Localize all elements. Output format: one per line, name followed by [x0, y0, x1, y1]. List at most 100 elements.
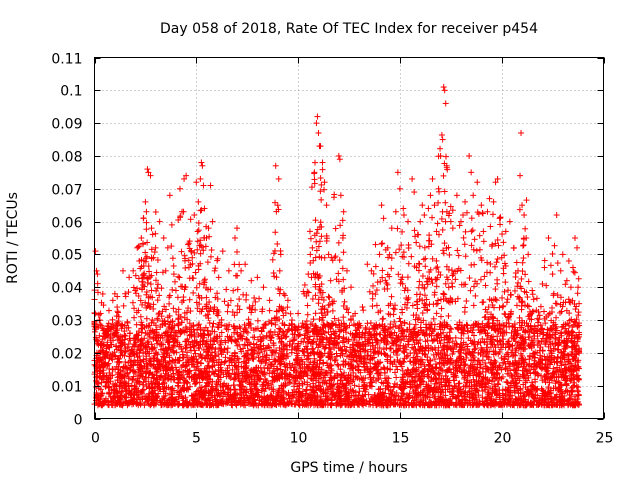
baseline-point — [242, 402, 249, 409]
baseline-point — [398, 363, 405, 370]
cloud-point — [170, 305, 177, 312]
cloud-point — [326, 294, 333, 301]
cloud-point — [335, 239, 342, 246]
baseline-point — [498, 355, 505, 362]
cloud-point — [522, 225, 529, 232]
cloud-point — [250, 340, 257, 347]
baseline-point — [367, 320, 374, 327]
cloud-point — [325, 293, 332, 300]
cloud-point — [287, 310, 294, 317]
cloud-point — [471, 236, 478, 243]
cloud-point — [513, 259, 520, 266]
cloud-point — [318, 233, 325, 240]
cloud-point — [500, 270, 507, 277]
cloud-point — [445, 284, 452, 291]
baseline-point — [429, 346, 436, 353]
cloud-point — [570, 268, 577, 275]
cloud-point — [442, 153, 449, 160]
cloud-point — [416, 278, 423, 285]
cloud-point — [537, 303, 544, 310]
cloud-point — [120, 302, 127, 309]
baseline-point — [125, 340, 132, 347]
cloud-point — [461, 241, 468, 248]
baseline-point — [393, 363, 400, 370]
baseline-point — [472, 345, 479, 352]
baseline-point — [119, 321, 126, 328]
cloud-point — [224, 308, 231, 315]
cloud-point — [571, 269, 578, 276]
cloud-point — [433, 283, 440, 290]
cloud-point — [394, 225, 401, 232]
cloud-point — [212, 265, 219, 272]
cloud-point — [318, 196, 325, 203]
cloud-point — [430, 315, 437, 322]
cloud-point — [149, 316, 156, 323]
cloud-point — [438, 215, 445, 222]
cloud-point — [452, 276, 459, 283]
cloud-point — [204, 259, 211, 266]
baseline-point — [574, 388, 581, 395]
baseline-point — [185, 368, 192, 375]
cloud-point — [408, 253, 415, 260]
baseline-point — [499, 387, 506, 394]
cloud-point — [523, 197, 530, 204]
cloud-point — [317, 175, 324, 182]
baseline-point — [386, 345, 393, 352]
cloud-point — [445, 312, 452, 319]
cloud-point — [272, 229, 279, 236]
cloud-point — [409, 302, 416, 309]
cloud-point — [332, 225, 339, 232]
baseline-point — [92, 334, 99, 341]
cloud-point — [130, 284, 137, 291]
baseline-point — [390, 384, 397, 391]
cloud-point — [433, 310, 440, 317]
cloud-point — [399, 228, 406, 235]
cloud-point — [182, 264, 189, 271]
cloud-point — [105, 307, 112, 314]
baseline-point — [253, 386, 260, 393]
baseline-point — [258, 328, 265, 335]
cloud-point — [359, 303, 366, 310]
baseline-point — [206, 319, 213, 326]
baseline-point — [130, 376, 137, 383]
cloud-point — [467, 287, 474, 294]
cloud-point — [422, 263, 429, 270]
baseline-point — [427, 357, 434, 364]
baseline-point — [175, 322, 182, 329]
cloud-point — [454, 247, 461, 254]
cloud-point — [332, 253, 339, 260]
cloud-point — [379, 240, 386, 247]
cloud-point — [520, 255, 527, 262]
baseline-point — [335, 362, 342, 369]
baseline-point — [327, 346, 334, 353]
chart-title: Day 058 of 2018, Rate Of TEC Index for r… — [160, 21, 538, 37]
cloud-point — [385, 254, 392, 261]
cloud-point — [234, 286, 241, 293]
cloud-point — [335, 270, 342, 277]
cloud-point — [463, 298, 470, 305]
cloud-point — [558, 308, 565, 315]
baseline-point — [356, 388, 363, 395]
cloud-point — [405, 260, 412, 267]
cloud-point — [154, 316, 161, 323]
baseline-point — [565, 322, 572, 329]
baseline-point — [393, 374, 400, 381]
cloud-point — [493, 259, 500, 266]
baseline-point — [295, 332, 302, 339]
cloud-point — [503, 299, 510, 306]
cloud-point — [487, 260, 494, 267]
cloud-point — [518, 275, 525, 282]
cloud-point — [553, 300, 560, 307]
cloud-point — [171, 278, 178, 285]
cloud-point — [207, 253, 214, 260]
cloud-point — [462, 253, 469, 260]
cloud-point — [494, 256, 501, 263]
baseline-point — [464, 322, 471, 329]
baseline-point — [563, 381, 570, 388]
cloud-point — [499, 294, 506, 301]
cloud-point — [392, 249, 399, 256]
cloud-point — [152, 230, 159, 237]
cloud-point — [174, 294, 181, 301]
cloud-point — [460, 234, 467, 241]
